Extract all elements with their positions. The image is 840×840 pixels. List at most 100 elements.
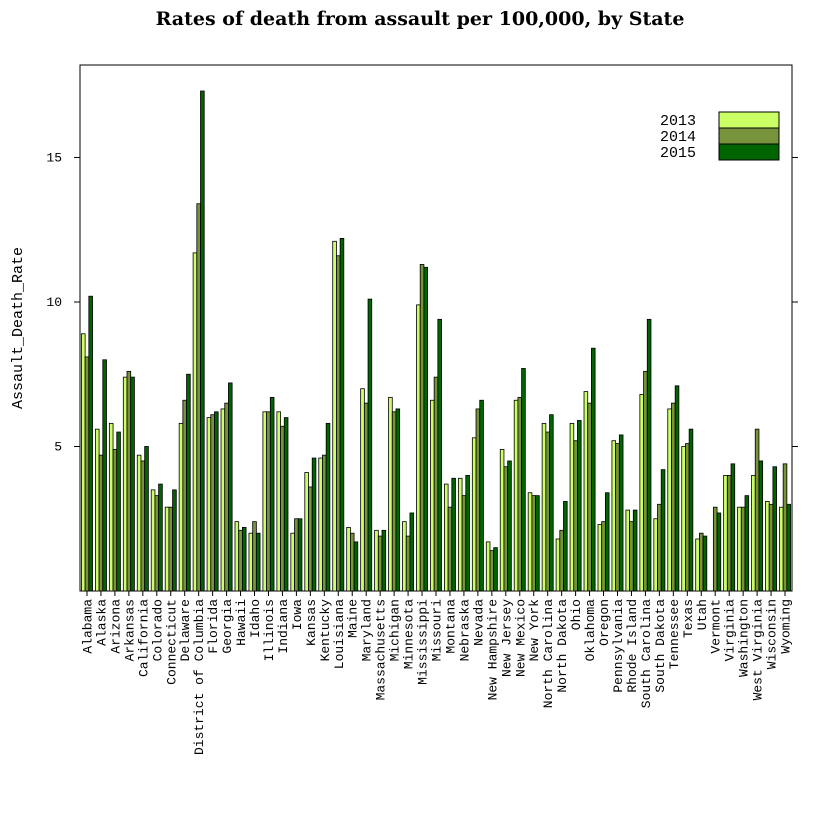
bar-2013-utah bbox=[695, 538, 700, 592]
bar-2015-wyoming bbox=[786, 503, 791, 592]
bar-2014-illinois bbox=[266, 411, 271, 592]
bar-2015-colorado bbox=[158, 483, 163, 592]
bar-2013-new-mexico bbox=[513, 399, 519, 592]
bar-2015-pennsylvania bbox=[618, 434, 624, 592]
bar-2015-illinois bbox=[269, 396, 275, 592]
x-tick-label: Massachusetts bbox=[374, 599, 389, 700]
bar-2015-tennessee bbox=[674, 385, 680, 592]
y-tick-label: 5 bbox=[54, 439, 62, 454]
bar-2015-maryland bbox=[367, 298, 373, 592]
bar-2014-louisiana bbox=[336, 255, 341, 592]
bar-2014-north-carolina bbox=[545, 431, 550, 592]
bar-2014-utah bbox=[699, 532, 704, 592]
bar-2015-missouri bbox=[437, 318, 442, 592]
bar-2015-district-of-columbia bbox=[200, 90, 205, 592]
bar-2013-pennsylvania bbox=[611, 440, 617, 592]
bar-2015-new-york bbox=[535, 495, 540, 592]
bar-2014-arizona bbox=[112, 448, 118, 592]
bar-2014-kansas bbox=[308, 486, 313, 592]
y-axis: 5 10 15 bbox=[46, 150, 798, 454]
x-tick-label: Iowa bbox=[290, 599, 305, 630]
bar-2015-new-jersey bbox=[507, 460, 512, 592]
bar-2013-rhode-island bbox=[625, 509, 631, 592]
bar-2013-maine bbox=[346, 527, 351, 592]
x-tick-label: New Jersey bbox=[499, 599, 514, 677]
bar-2014-montana bbox=[447, 506, 453, 592]
bar-2013-nebraska bbox=[457, 477, 463, 592]
bar-2015-iowa bbox=[297, 518, 303, 592]
bar-2015-ohio bbox=[577, 420, 582, 592]
x-tick-label: District of Columbia bbox=[192, 599, 207, 755]
bar-2013-kansas bbox=[304, 472, 309, 592]
bar-2015-hawaii bbox=[241, 527, 247, 592]
bar-2015-new-mexico bbox=[521, 368, 526, 592]
bar-2014-rhode-island bbox=[629, 521, 634, 592]
bar-2014-alaska bbox=[98, 454, 104, 592]
x-tick-label: Ohio bbox=[569, 599, 584, 630]
bar-2015-south-dakota bbox=[660, 469, 666, 592]
legend-label-2013: 2013 bbox=[660, 113, 696, 130]
bar-2013-illinois bbox=[262, 411, 268, 592]
bar-2014-minnesota bbox=[405, 535, 411, 592]
bar-2013-tennessee bbox=[667, 408, 672, 592]
bar-2013-colorado bbox=[150, 489, 156, 592]
bar-2014-idaho bbox=[252, 521, 257, 592]
bar-2013-new-hampshire bbox=[485, 541, 491, 592]
bar-2014-hawaii bbox=[238, 529, 243, 592]
x-tick-label: Utah bbox=[695, 599, 710, 630]
bar-2015-kentucky bbox=[325, 422, 331, 592]
bar-2013-florida bbox=[206, 417, 212, 592]
bar-2013-texas bbox=[681, 446, 686, 592]
bar-2013-iowa bbox=[290, 532, 295, 592]
bar-2015-idaho bbox=[255, 532, 261, 592]
x-tick-label: Oklahoma bbox=[583, 599, 598, 662]
x-tick-label: California bbox=[136, 599, 151, 677]
bar-2014-mississippi bbox=[419, 264, 425, 592]
bar-2014-oklahoma bbox=[587, 402, 592, 592]
x-tick-label: New Mexico bbox=[513, 599, 528, 677]
bar-2014-missouri bbox=[433, 376, 439, 592]
bar-2014-west-virginia bbox=[754, 428, 760, 592]
bar-2013-new-jersey bbox=[499, 448, 505, 592]
bar-2014-california bbox=[140, 460, 146, 592]
x-tick-label: Florida bbox=[206, 599, 221, 654]
y-tick-label: 15 bbox=[46, 150, 62, 165]
x-tick-label: Nebraska bbox=[457, 599, 472, 662]
bar-2013-nevada bbox=[471, 437, 477, 592]
bar-2014-vermont bbox=[712, 506, 718, 592]
bar-2014-georgia bbox=[224, 402, 229, 592]
bar-2015-utah bbox=[702, 535, 708, 592]
bar-2015-kansas bbox=[311, 457, 317, 592]
bar-2015-virginia bbox=[730, 463, 736, 592]
bar-2013-arizona bbox=[108, 422, 114, 592]
bar-2014-texas bbox=[685, 443, 690, 592]
bar-2013-ohio bbox=[569, 422, 575, 592]
bar-2015-north-dakota bbox=[563, 501, 568, 592]
x-tick-label: Wisconsin bbox=[765, 599, 780, 669]
bar-2013-connecticut bbox=[164, 506, 170, 592]
bar-2014-new-york bbox=[531, 495, 536, 592]
bar-2015-michigan bbox=[395, 408, 401, 592]
x-tick-label: North Carolina bbox=[541, 599, 556, 708]
x-tick-label: Tennessee bbox=[667, 599, 682, 669]
x-tick-label: Washington bbox=[737, 599, 752, 677]
bar-2014-maine bbox=[349, 532, 355, 592]
bar-2015-west-virginia bbox=[758, 460, 764, 592]
bar-2014-maryland bbox=[363, 402, 369, 592]
bar-2013-minnesota bbox=[402, 521, 407, 592]
bar-2013-mississippi bbox=[416, 304, 421, 592]
bar-2014-connecticut bbox=[168, 506, 173, 592]
bar-2014-oregon bbox=[601, 521, 606, 592]
bar-2013-alabama bbox=[81, 333, 86, 592]
x-tick-label: Montana bbox=[443, 599, 458, 654]
bar-2013-washington bbox=[737, 506, 742, 592]
bar-2015-arkansas bbox=[130, 376, 135, 592]
legend-swatch-2015 bbox=[718, 143, 780, 161]
bar-2014-south-carolina bbox=[643, 370, 648, 592]
bar-2013-california bbox=[136, 454, 142, 592]
bar-2015-delaware bbox=[186, 373, 191, 592]
bar-2015-alabama bbox=[88, 295, 93, 592]
bar-2014-massachusetts bbox=[377, 535, 383, 592]
bar-2014-arkansas bbox=[126, 370, 132, 592]
